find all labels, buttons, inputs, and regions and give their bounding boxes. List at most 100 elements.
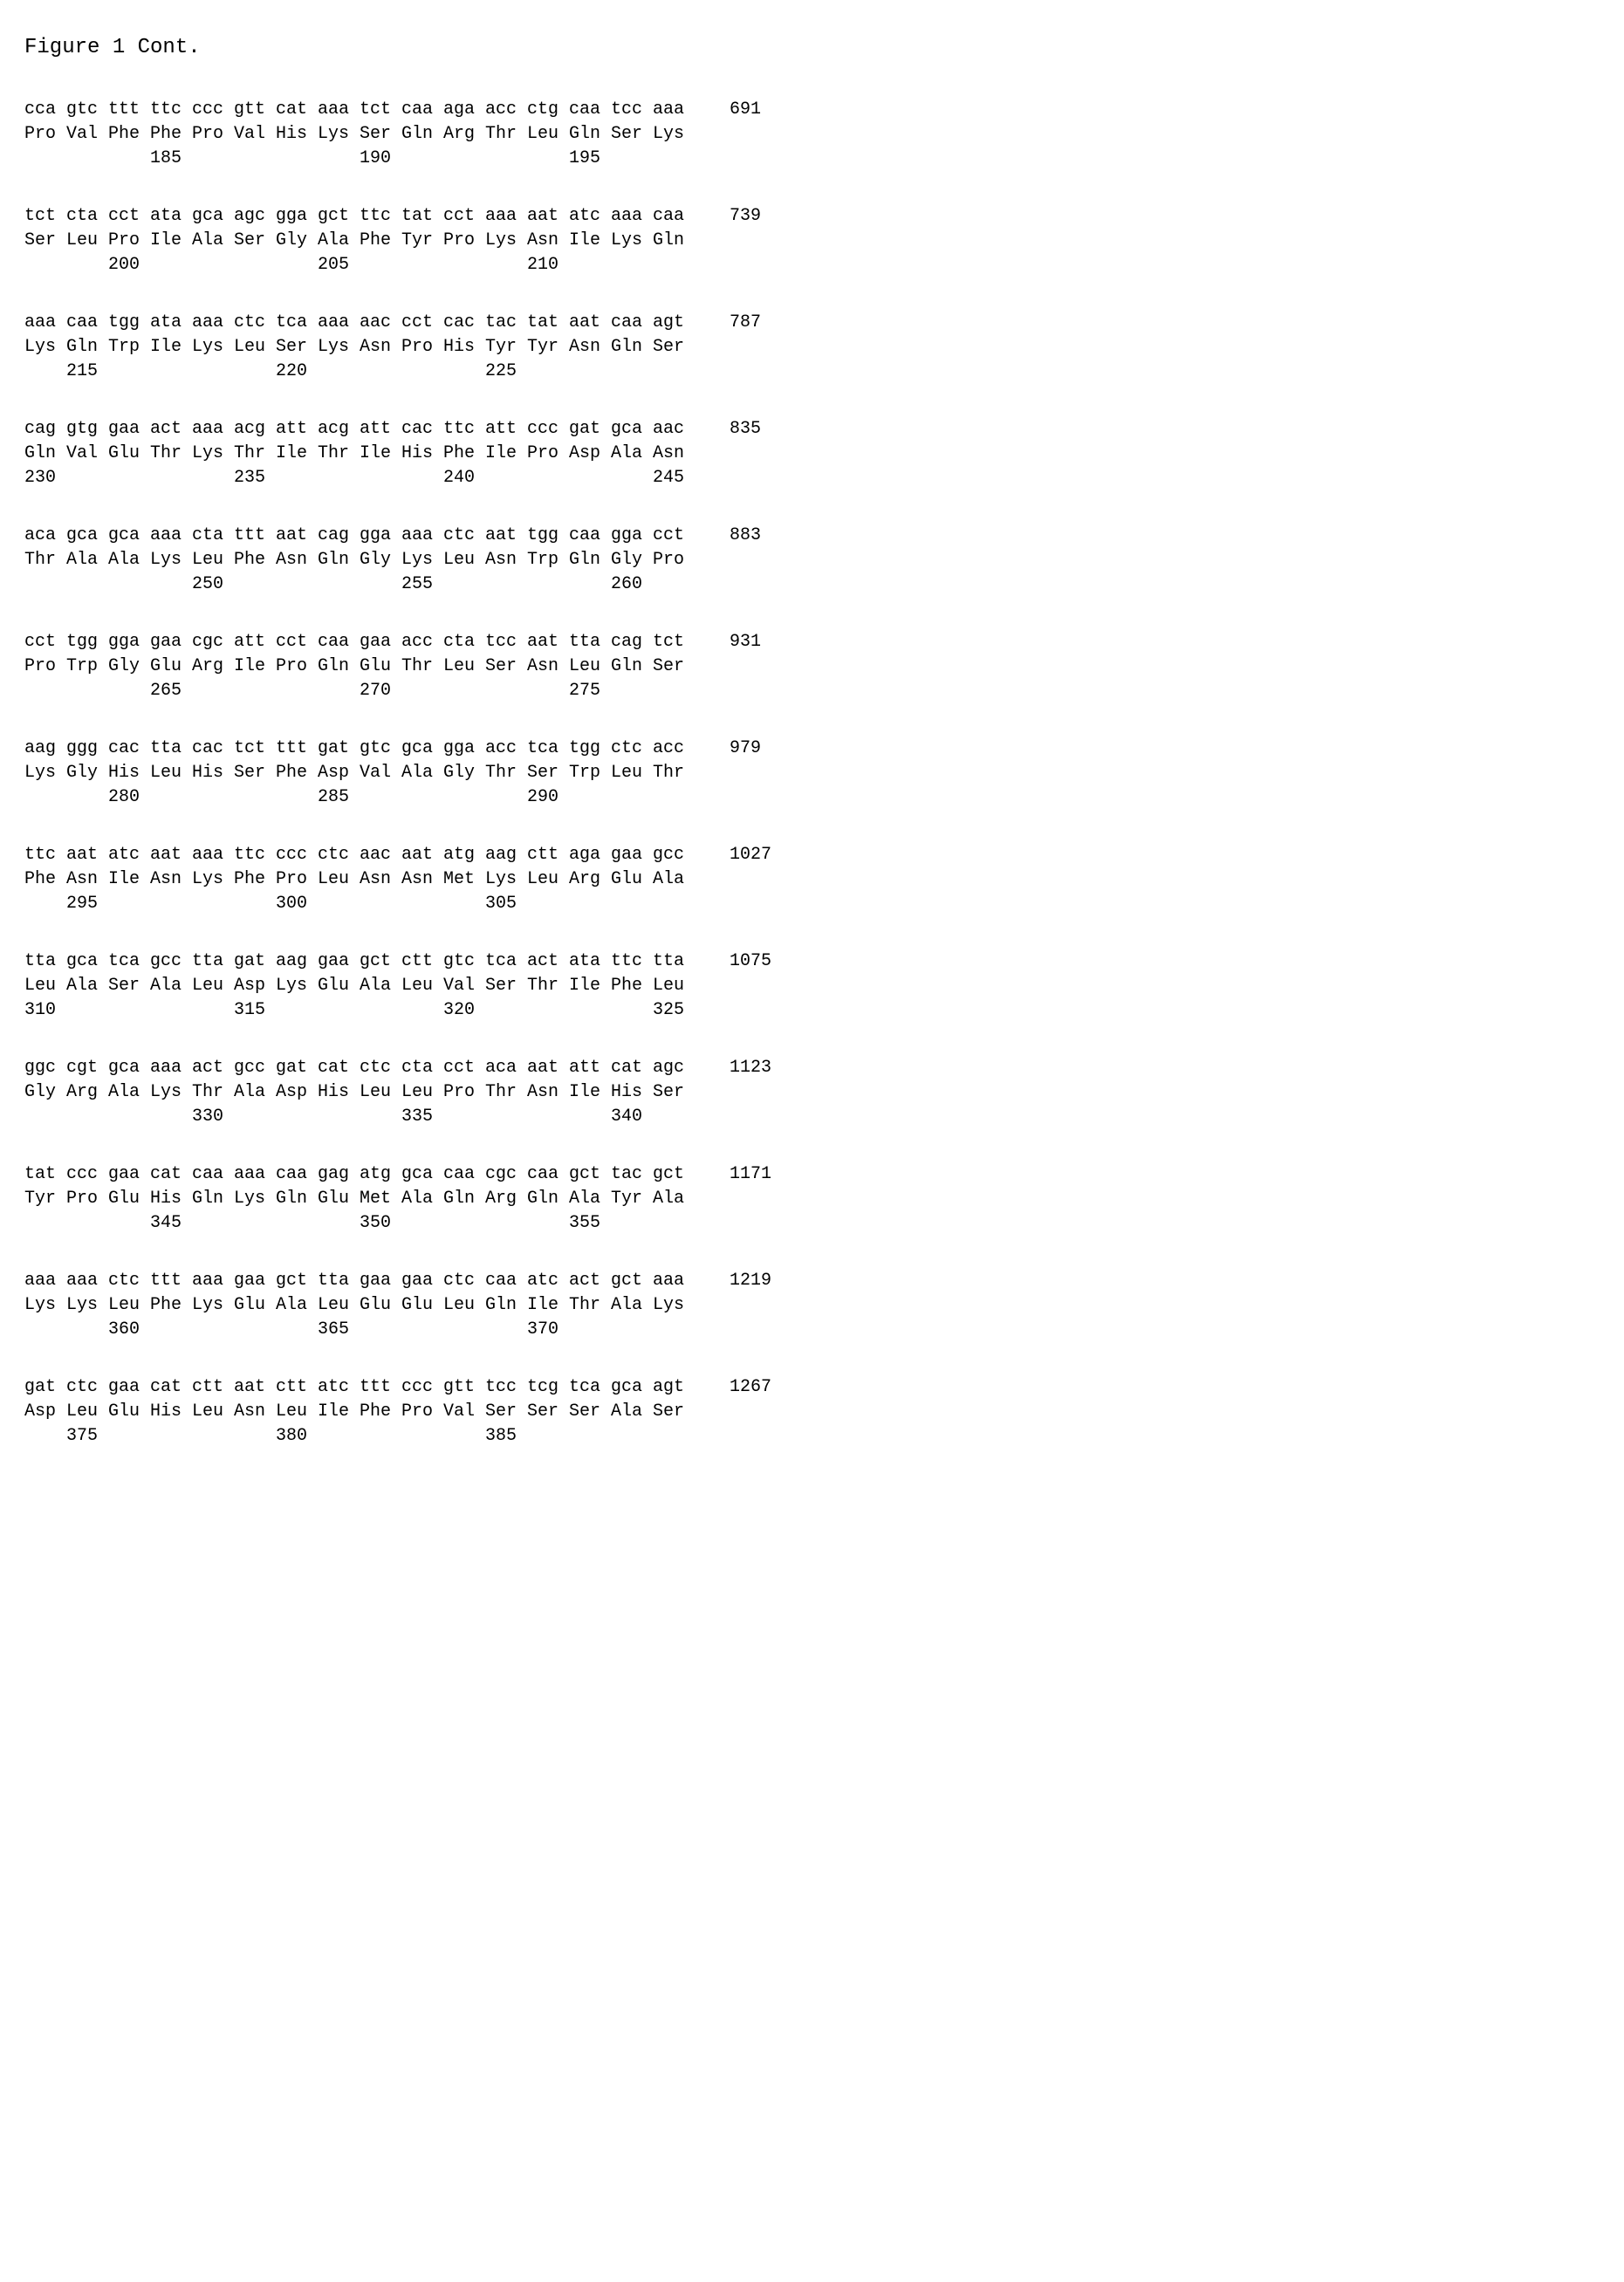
- amino-acid: Asn: [234, 1400, 276, 1424]
- codon-row: tatcccgaacatcaaaaacaagagatggcacaacgccaag…: [24, 1162, 1614, 1187]
- amino-acid: Gly: [66, 761, 108, 785]
- amino-acid: Arg: [192, 654, 234, 679]
- codon: gct: [569, 1162, 611, 1187]
- amino-acid: Ser: [527, 761, 569, 785]
- residue-position: [360, 466, 401, 490]
- residue-position: 300: [276, 892, 318, 916]
- codon: cac: [192, 737, 234, 761]
- residue-position: [653, 572, 695, 597]
- codon: aat: [485, 524, 527, 548]
- residue-position: 220: [276, 360, 318, 384]
- position-row: 250255260: [24, 572, 1614, 597]
- amino-acid: Glu: [318, 974, 360, 998]
- codon: cct: [653, 524, 695, 548]
- codon: cgc: [192, 630, 234, 654]
- residue-position: [360, 998, 401, 1023]
- residue-position: [569, 572, 611, 597]
- residue-position: [276, 1318, 318, 1342]
- residue-position: [150, 1105, 192, 1129]
- amino-acid: Phe: [150, 122, 192, 147]
- amino-acid: Arg: [485, 1187, 527, 1211]
- codon: ctc: [443, 1269, 485, 1293]
- residue-position: [276, 1105, 318, 1129]
- amino-row: GlnValGluThrLysThrIleThrIleHisPheIleProA…: [24, 442, 1614, 466]
- codon: caa: [318, 630, 360, 654]
- residue-position: 340: [611, 1105, 653, 1129]
- codon: tta: [192, 949, 234, 974]
- amino-acid: Thr: [569, 1293, 611, 1318]
- residue-position: [653, 1318, 695, 1342]
- residue-position: [192, 253, 234, 278]
- residue-position: [527, 998, 569, 1023]
- amino-acid: Thr: [192, 1080, 234, 1105]
- amino-acid: His: [611, 1080, 653, 1105]
- codon: gct: [318, 204, 360, 229]
- codon: ccc: [192, 98, 234, 122]
- residue-position: [401, 1424, 443, 1449]
- codon: gtt: [443, 1375, 485, 1400]
- codon: tat: [527, 311, 569, 335]
- amino-acid: Arg: [443, 122, 485, 147]
- amino-acid: Tyr: [401, 229, 443, 253]
- codon: agc: [653, 1056, 695, 1080]
- amino-acid: Lys: [653, 1293, 695, 1318]
- codon: act: [527, 949, 569, 974]
- codon: cta: [66, 204, 108, 229]
- nucleotide-end-position: 1171: [730, 1162, 771, 1187]
- residue-position: [569, 1424, 611, 1449]
- amino-acid: Lys: [24, 335, 66, 360]
- codon: ctc: [611, 737, 653, 761]
- amino-row: LysGlnTrpIleLysLeuSerLysAsnProHisTyrTyrA…: [24, 335, 1614, 360]
- codon: caa: [611, 311, 653, 335]
- codon: gaa: [360, 1269, 401, 1293]
- amino-acid: Phe: [234, 867, 276, 892]
- position-row: 265270275: [24, 679, 1614, 703]
- residue-position: 345: [150, 1211, 192, 1236]
- residue-position: 325: [653, 998, 695, 1023]
- amino-acid: Glu: [234, 1293, 276, 1318]
- residue-position: [401, 1318, 443, 1342]
- codon: gga: [360, 524, 401, 548]
- residue-position: [527, 466, 569, 490]
- amino-acid: Pro: [66, 1187, 108, 1211]
- codon: ttt: [234, 524, 276, 548]
- residue-position: [485, 785, 527, 810]
- residue-position: [611, 998, 653, 1023]
- codon: att: [360, 417, 401, 442]
- residue-position: [485, 1211, 527, 1236]
- residue-position: [318, 998, 360, 1023]
- nucleotide-end-position: 1267: [730, 1375, 771, 1400]
- codon-row: gatctcgaacatcttaatcttatctttcccgtttcctcgt…: [24, 1375, 1614, 1400]
- residue-position: [443, 892, 485, 916]
- amino-row: LysGlyHisLeuHisSerPheAspValAlaGlyThrSerT…: [24, 761, 1614, 785]
- residue-position: [234, 147, 276, 171]
- amino-acid: Asn: [360, 335, 401, 360]
- residue-position: [360, 253, 401, 278]
- codon: gaa: [318, 949, 360, 974]
- residue-position: [66, 253, 108, 278]
- amino-acid: Ala: [318, 229, 360, 253]
- codon: tta: [653, 949, 695, 974]
- amino-acid: Ile: [318, 1400, 360, 1424]
- residue-position: [443, 1105, 485, 1129]
- codon: cac: [443, 311, 485, 335]
- amino-row: ThrAlaAlaLysLeuPheAsnGlnGlyLysLeuAsnTrpG…: [24, 548, 1614, 572]
- amino-acid: Lys: [234, 1187, 276, 1211]
- residue-position: [150, 998, 192, 1023]
- amino-acid: Phe: [24, 867, 66, 892]
- amino-acid: Leu: [66, 229, 108, 253]
- residue-position: [443, 785, 485, 810]
- codon: aat: [569, 311, 611, 335]
- residue-position: 260: [611, 572, 653, 597]
- residue-position: [443, 1424, 485, 1449]
- amino-acid: Thr: [653, 761, 695, 785]
- amino-acid: Thr: [485, 761, 527, 785]
- residue-position: [360, 785, 401, 810]
- codon: tta: [318, 1269, 360, 1293]
- residue-position: [150, 253, 192, 278]
- codon: atc: [318, 1375, 360, 1400]
- amino-acid: Asp: [234, 974, 276, 998]
- codon: aat: [234, 1375, 276, 1400]
- residue-position: [318, 360, 360, 384]
- codon: tca: [108, 949, 150, 974]
